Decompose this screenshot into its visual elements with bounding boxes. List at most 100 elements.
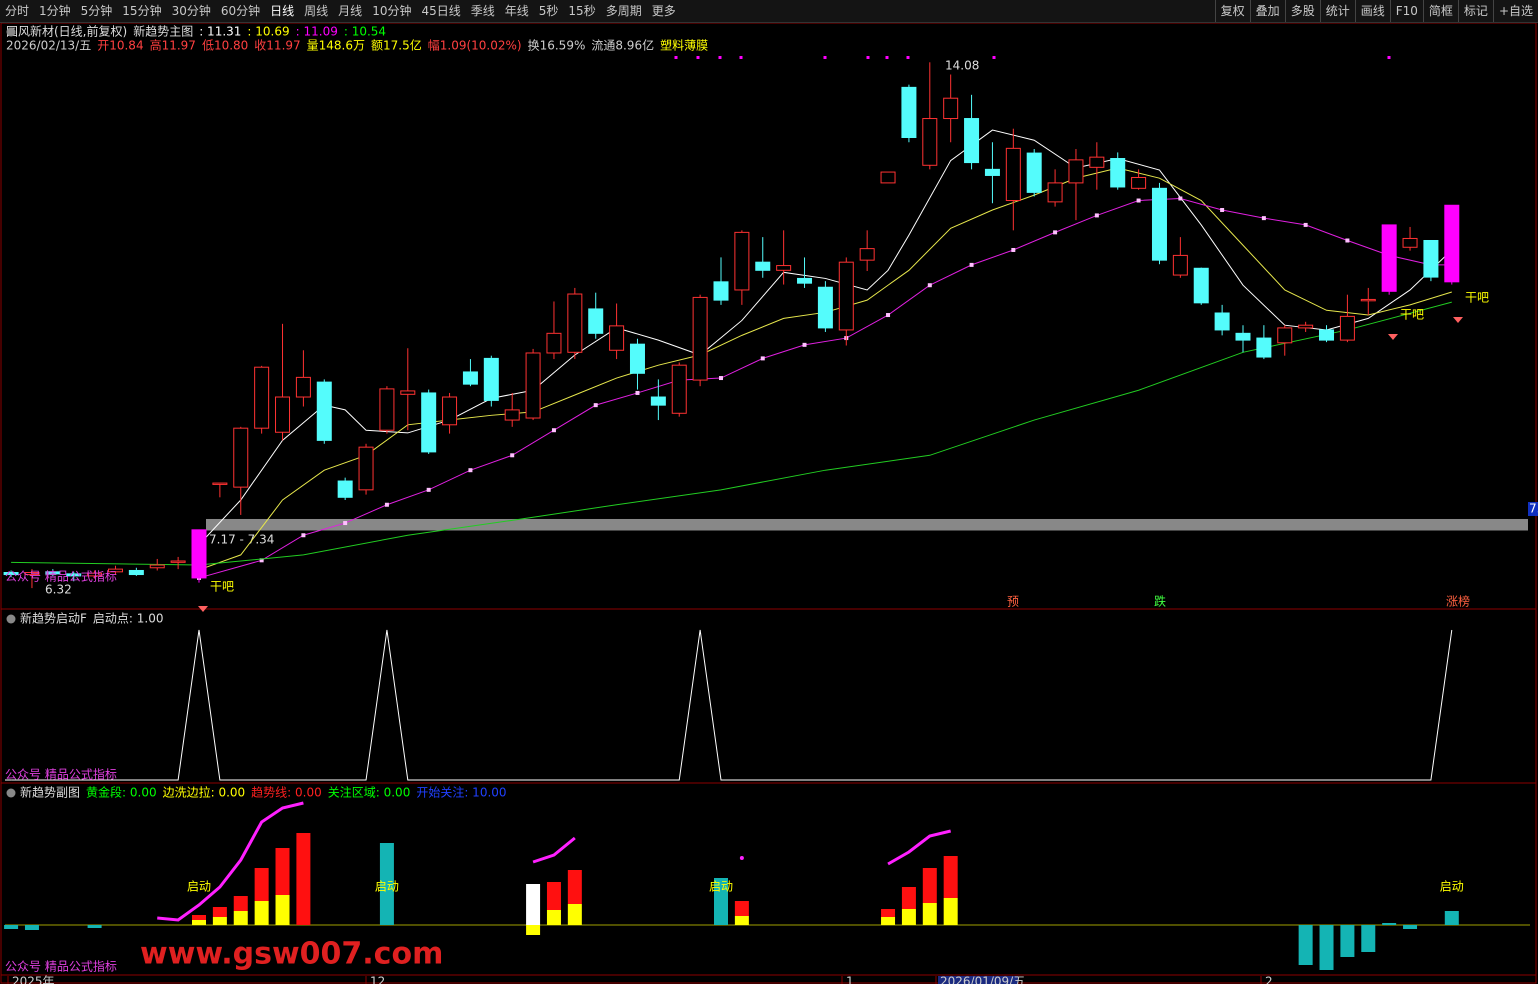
toolbar-button[interactable]: 复权 [1214,0,1250,22]
ma-line [198,129,1453,546]
toolbar-button[interactable]: 15秒 [568,4,596,18]
candle-body [1360,298,1376,302]
candle-body [546,332,562,354]
info-text: 新趋势主图 [133,24,193,39]
candle-body [358,446,374,491]
toolbar-button[interactable]: 45日线 [421,4,461,18]
toolbar-button[interactable]: 年线 [504,4,529,18]
start-label: 启动 [1440,880,1464,894]
go-label: 干吧 [210,580,234,594]
yellow-bar [734,916,749,925]
ma-dot [1094,213,1099,218]
candle-body [107,568,123,573]
date-label: 2026/01/09/五 [940,975,1025,984]
trend-line [532,836,576,864]
candle-body [128,569,144,576]
candle-body [713,281,729,301]
cyan-bar [4,925,19,929]
candle-body [1026,152,1042,193]
toolbar-button[interactable]: 5分钟 [80,4,113,18]
candle-body [275,396,291,433]
ma-dot [301,533,306,538]
toolbar-button[interactable]: 画线 [1354,0,1390,22]
cyan-bar [24,925,39,930]
start-label: 启动 [709,880,733,894]
ma-dot [593,403,598,408]
toolbar-button[interactable]: 30分钟 [171,4,211,18]
toolbar-button[interactable]: 更多 [651,4,676,18]
ma-dot [551,428,556,433]
candle-body [588,308,604,334]
toolbar-button[interactable]: +自选 [1492,0,1538,22]
toolbar-button[interactable]: 叠加 [1249,0,1285,22]
ma-line [198,167,1452,571]
info-text: 2026/02/13/五 [6,39,91,53]
candle-body [24,572,40,576]
toolbar-button[interactable]: 统计 [1319,0,1355,22]
candle-body [1068,159,1084,184]
toolbar-button[interactable]: 简框 [1422,0,1458,22]
candle-body [838,261,854,331]
toolbar-button[interactable]: 60分钟 [220,4,261,18]
candle-body [504,409,520,421]
high-label: 14.08 [945,59,979,73]
cyan-bar [1403,925,1418,929]
toolbar-button[interactable]: 分时 [5,4,30,18]
toolbar-button[interactable]: 15分钟 [122,4,162,18]
info-text: : 10.69 [247,25,289,39]
white-bar [526,884,541,925]
toolbar-button[interactable]: 多股 [1284,0,1320,22]
yellow-bar [275,895,290,925]
yellow-bar [881,917,896,925]
toolbar-button[interactable]: 10分钟 [372,4,412,18]
toolbar-button[interactable]: 季线 [470,4,495,18]
toolbar-button[interactable]: 标记 [1457,0,1493,22]
cyan-bar [87,925,102,928]
candle-body [525,352,541,419]
candle-body [692,296,708,381]
ma-dot [1303,222,1308,227]
candle-body [316,381,332,441]
indicator-icon [6,614,16,624]
toolbar-button[interactable]: 日线 [270,4,295,18]
red-bar [943,856,958,898]
red-bar [567,870,582,904]
candle-body [671,364,687,414]
info-text: 新趋势启动F [20,611,87,626]
toolbar-button[interactable]: F10 [1389,0,1423,22]
candle-body [734,231,750,291]
candle-body [755,261,771,271]
info-text: 趋势线: 0.00 [251,786,322,800]
ma-dot [426,487,431,492]
info-text: 关注区域: 0.00 [328,785,411,800]
ma-dot [1053,230,1058,235]
candle-body [483,357,499,401]
info-text: 边洗边拉: 0.00 [163,785,246,800]
toolbar-button[interactable]: 月线 [338,4,363,18]
chart-area: 国风新材(日线,前复权) 新趋势主图: 11.31: 10.69: 11.09: … [0,23,1538,984]
candle-body [400,390,416,395]
red-bar [233,896,248,911]
info-text: 高11.97 [150,38,196,53]
candle-body [421,392,437,453]
candle-body [984,168,1000,176]
cyan-bar [1319,925,1334,970]
toolbar-button[interactable]: 周线 [304,4,329,18]
date-label: 1 [846,975,854,984]
toolbar-button[interactable]: 1分钟 [39,4,71,18]
go-icon [1388,334,1398,340]
red-bar [922,868,937,903]
ma-dot [760,356,765,361]
candle-body [1005,147,1021,202]
info-text: 换16.59% [528,39,586,53]
date-label: 2 [1265,975,1273,984]
candle-body [212,482,228,485]
go-label: 干吧 [1465,291,1489,305]
toolbar-button[interactable]: 多周期 [605,4,642,18]
frame [0,23,1537,984]
yellow-bar [546,910,561,925]
toolbar-button[interactable]: 5秒 [538,4,559,18]
signal-dot [739,56,743,59]
yellow-bar [254,901,269,925]
candle-body [1298,324,1314,329]
